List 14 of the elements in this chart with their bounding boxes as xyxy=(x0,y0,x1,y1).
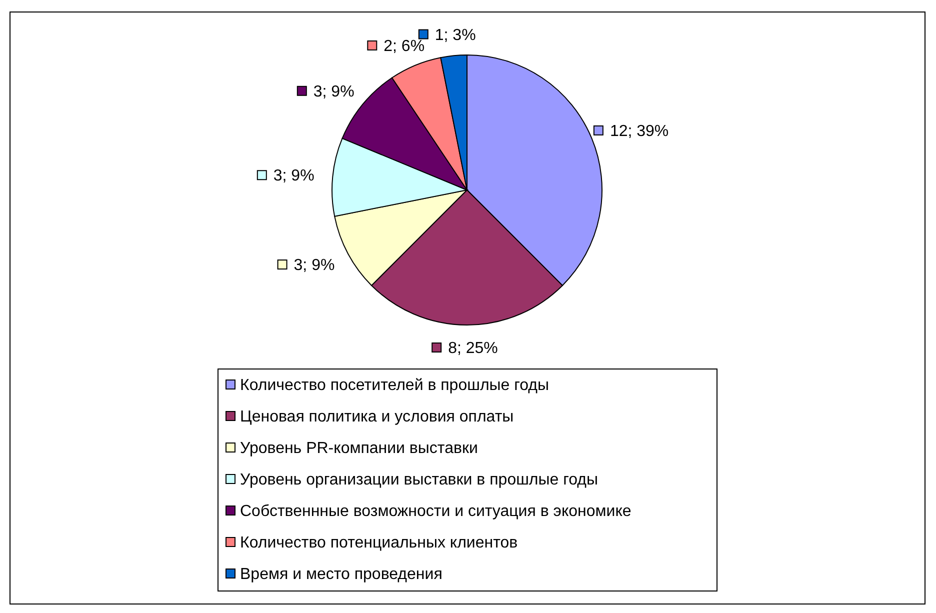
data-label: 3; 9% xyxy=(273,168,314,185)
data-label: 1; 3% xyxy=(434,26,476,44)
data-label: 12; 39% xyxy=(610,122,669,140)
data-label: 3; 9% xyxy=(294,257,335,274)
data-label: 3; 9% xyxy=(313,83,354,100)
legend-label: Ценовая политика и условия оплаты xyxy=(240,408,514,426)
data-label: 8; 25% xyxy=(448,340,498,357)
legend-label: Уровень организации выставки в прошлые годы xyxy=(240,472,598,488)
legend-label: Собственнные возможности и ситуация в экономике xyxy=(240,503,632,520)
legend-label: Уровень PR-компании выставки xyxy=(240,440,478,457)
legend-label: Количество потенциальных клиентов xyxy=(240,534,518,552)
legend-label: Время и место проведения xyxy=(240,566,442,583)
data-label: 2; 6% xyxy=(384,38,425,55)
legend-label: Количество посетителей в прошлые годы xyxy=(240,377,549,394)
